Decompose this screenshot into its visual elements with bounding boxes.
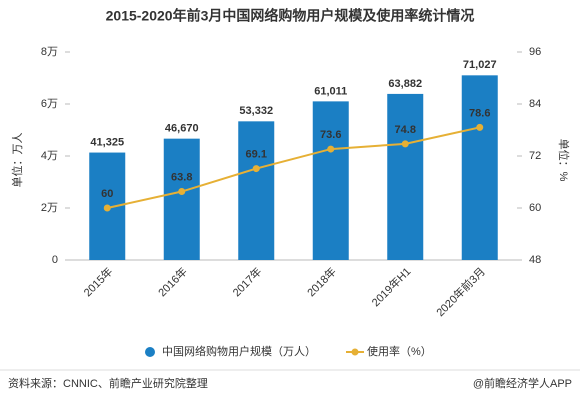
line-point — [252, 165, 260, 173]
x-tick-label: 2015年 — [80, 264, 115, 299]
bar — [461, 75, 498, 260]
y2-tick-label: 48 — [529, 254, 541, 266]
legend-marker — [351, 348, 359, 356]
chart-title: 2015-2020年前3月中国网络购物用户规模及使用率统计情况 — [106, 8, 475, 24]
line-value-label: 60 — [101, 188, 113, 200]
bar — [387, 93, 424, 260]
line-point — [178, 188, 186, 196]
y-tick-label: 8万 — [41, 46, 58, 58]
y2-tick-label: 84 — [529, 98, 541, 110]
source: 资料来源：CNNIC、前瞻产业研究院整理 — [8, 376, 208, 390]
y-tick-label: 4万 — [41, 150, 58, 162]
line-value-label: 69.1 — [246, 148, 267, 160]
line-value-label: 73.6 — [320, 129, 341, 141]
legend-marker — [145, 347, 155, 357]
y-tick-label: 2万 — [41, 202, 58, 214]
x-tick-label: 2019年H1 — [368, 264, 413, 309]
bar-value-label: 63,882 — [388, 78, 422, 90]
y2-tick-label: 72 — [529, 150, 541, 162]
x-tick-label: 2018年 — [304, 264, 339, 299]
y2-axis-label: 单位：% — [557, 139, 571, 182]
line — [107, 126, 480, 209]
legend-label: 使用率（%） — [367, 344, 432, 358]
y2-tick-label: 96 — [529, 46, 541, 58]
bar — [238, 121, 275, 261]
y-tick-label: 6万 — [41, 98, 58, 110]
x-tick-label: 2016年 — [155, 264, 190, 299]
line-value-label: 74.8 — [395, 124, 416, 136]
line-point — [401, 140, 409, 148]
bar — [163, 138, 200, 260]
credit: @前瞻经济学人APP — [473, 376, 572, 390]
line-value-label: 78.6 — [469, 107, 490, 119]
legend-label: 中国网络购物用户规模（万人） — [162, 344, 316, 358]
bar-value-label: 46,670 — [165, 123, 199, 135]
line-point — [103, 204, 111, 212]
x-tick-label: 2017年 — [229, 264, 264, 299]
y-axis-label: 单位：万人 — [10, 133, 24, 188]
x-tick-label: 2020年前3月 — [433, 264, 488, 319]
bar-value-label: 41,325 — [90, 136, 124, 148]
bar-value-label: 71,027 — [463, 59, 497, 71]
y2-tick-label: 60 — [529, 202, 541, 214]
bar — [312, 101, 349, 260]
bar-value-label: 53,332 — [239, 105, 273, 117]
line-point — [476, 123, 484, 131]
y-tick-label: 0 — [52, 254, 58, 266]
line-point — [327, 145, 335, 153]
bar-value-label: 61,011 — [314, 85, 347, 97]
line-value-label: 63.8 — [171, 171, 192, 183]
